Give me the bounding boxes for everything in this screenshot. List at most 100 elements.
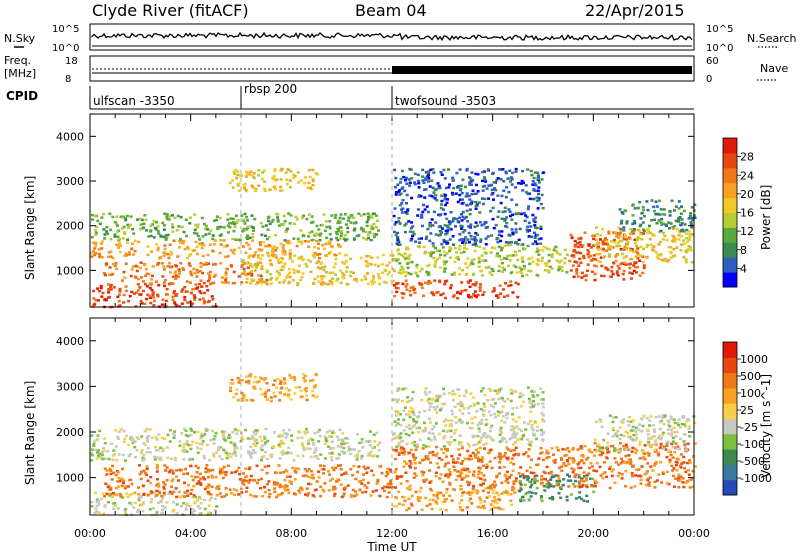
scatter-cell [438, 266, 442, 269]
scatter-cell [100, 216, 104, 219]
scatter-cell [118, 293, 121, 296]
scatter-cell [307, 468, 311, 471]
scatter-cell [645, 472, 649, 475]
scatter-cell [637, 468, 641, 471]
scatter-cell [537, 457, 541, 460]
date-title: 22/Apr/2015 [585, 1, 685, 20]
scatter-cell [222, 471, 226, 474]
noise-right-tick-top: 10^5 [706, 24, 733, 35]
scatter-cell [287, 281, 291, 285]
scatter-cell [541, 391, 545, 394]
scatter-cell [128, 478, 132, 482]
scatter-cell [294, 493, 297, 496]
scatter-cell [510, 392, 514, 395]
scatter-cell [423, 409, 427, 413]
scatter-cell [460, 227, 464, 230]
scatter-cell [522, 434, 525, 437]
scatter-cell [140, 276, 143, 279]
scatter-cell [138, 217, 142, 221]
scatter-cell [280, 386, 284, 389]
scatter-cell [411, 408, 415, 411]
scatter-cell [201, 432, 204, 436]
scatter-cell [140, 302, 144, 305]
scatter-cell [459, 487, 463, 491]
scatter-cell [610, 265, 614, 269]
scatter-cell [142, 222, 146, 225]
scatter-cell [384, 474, 388, 478]
scatter-cell [198, 472, 202, 476]
scatter-cell [165, 479, 169, 482]
scatter-cell [465, 169, 469, 172]
scatter-cell [237, 246, 241, 249]
scatter-cell [399, 177, 403, 181]
scatter-cell [421, 447, 425, 450]
scatter-cell [113, 504, 117, 507]
scatter-cell [408, 253, 412, 257]
scatter-cell [512, 454, 516, 457]
scatter-cell [209, 229, 213, 232]
scatter-cell [659, 208, 663, 211]
scatter-cell [458, 453, 462, 457]
scatter-cell [530, 426, 534, 430]
scatter-cell [600, 264, 604, 268]
scatter-cell [165, 466, 169, 469]
scatter-cell [595, 469, 599, 473]
scatter-cell [593, 278, 597, 282]
scatter-cell [388, 270, 392, 274]
scatter-cell [465, 247, 469, 251]
scatter-cell [615, 272, 619, 275]
scatter-cell [465, 391, 469, 394]
scatter-cell [276, 494, 280, 497]
scatter-cell [169, 250, 173, 253]
scatter-cell [223, 245, 227, 248]
scatter-cell [145, 467, 149, 471]
scatter-cell [550, 473, 554, 477]
scatter-cell [531, 394, 535, 397]
scatter-cell [440, 203, 443, 206]
scatter-cell [394, 176, 398, 180]
scatter-cell [607, 232, 611, 235]
scatter-cell [359, 214, 363, 217]
scatter-cell [620, 239, 624, 243]
scatter-cell [574, 473, 578, 477]
scatter-cell [552, 475, 556, 478]
scatter-cell [524, 475, 528, 478]
scatter-cell [226, 255, 230, 258]
scatter-cell [183, 247, 187, 251]
scatter-cell [103, 495, 106, 498]
scatter-cell [199, 483, 203, 486]
scatter-cell [149, 481, 153, 485]
scatter-cell [201, 254, 205, 258]
scatter-cell [236, 429, 240, 432]
colorbar-tick-label: 12 [740, 225, 754, 238]
scatter-cell [98, 222, 102, 226]
scatter-cell [250, 184, 254, 187]
scatter-cell [573, 249, 577, 253]
scatter-cell [265, 237, 269, 241]
scatter-cell [235, 432, 239, 435]
scatter-cell [683, 467, 686, 470]
scatter-cell [288, 254, 292, 258]
scatter-cell [239, 432, 243, 435]
scatter-cell [670, 199, 674, 202]
scatter-cell [339, 281, 343, 285]
scatter-cell [656, 253, 660, 257]
scatter-cell [244, 428, 248, 432]
scatter-cell [248, 453, 252, 457]
scatter-cell [614, 231, 617, 234]
scatter-cell [94, 507, 98, 510]
scatter-cell [444, 229, 448, 233]
scatter-cell [631, 214, 635, 217]
scatter-cell [498, 458, 502, 461]
scatter-cell [660, 436, 664, 439]
scatter-cell [586, 253, 590, 256]
scatter-cell [332, 266, 336, 269]
scatter-cell [283, 250, 287, 253]
scatter-cell [615, 245, 619, 248]
scatter-cell [162, 486, 166, 489]
scatter-cell [204, 470, 208, 474]
scatter-cell [671, 227, 675, 231]
scatter-cell [400, 202, 404, 205]
scatter-cell [529, 225, 533, 228]
scatter-cell [503, 295, 506, 298]
